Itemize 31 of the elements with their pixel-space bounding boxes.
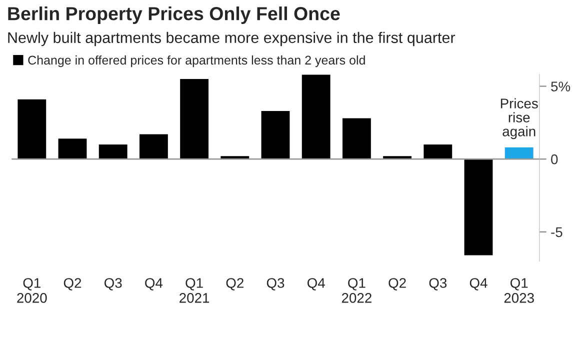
bar [18, 99, 46, 160]
x-tick-label: Q2 [226, 278, 244, 290]
x-tick-label: Q4 [470, 278, 488, 290]
y-tick-label: 5% [551, 82, 570, 92]
x-tick-label: Q1 2023 [504, 278, 534, 303]
chart-title: Berlin Property Prices Only Fell Once [8, 6, 340, 24]
x-tick-label: Q4 [145, 278, 163, 290]
bar [342, 118, 371, 160]
bar [261, 110, 290, 160]
bar [180, 78, 209, 160]
x-tick-label: Q1 2020 [17, 278, 47, 303]
x-tick-label: Q3 [429, 278, 447, 290]
y-tick-label: -5 [551, 227, 562, 238]
y-tick-label: 0 [551, 154, 558, 164]
x-tick-label: Q1 2021 [180, 278, 210, 303]
chart-subtitle: Newly built apartments became more expensive in the first quarter [8, 32, 456, 46]
bar [139, 134, 168, 160]
bar [58, 138, 87, 160]
annotation: Prices rise again [500, 98, 538, 140]
bar [504, 147, 534, 160]
bar [302, 74, 330, 160]
legend-label: Change in offered prices for apartments less than 2 years old [28, 55, 365, 68]
bar [424, 144, 452, 160]
bar [98, 144, 128, 160]
x-tick-label: Q1 2022 [342, 278, 372, 303]
x-tick-label: Q2 [64, 278, 82, 290]
x-tick-label: Q2 [388, 278, 406, 290]
x-tick-label: Q3 [266, 278, 284, 290]
x-tick-label: Q4 [307, 278, 325, 290]
x-tick-label: Q3 [104, 278, 122, 290]
bar [464, 159, 493, 256]
